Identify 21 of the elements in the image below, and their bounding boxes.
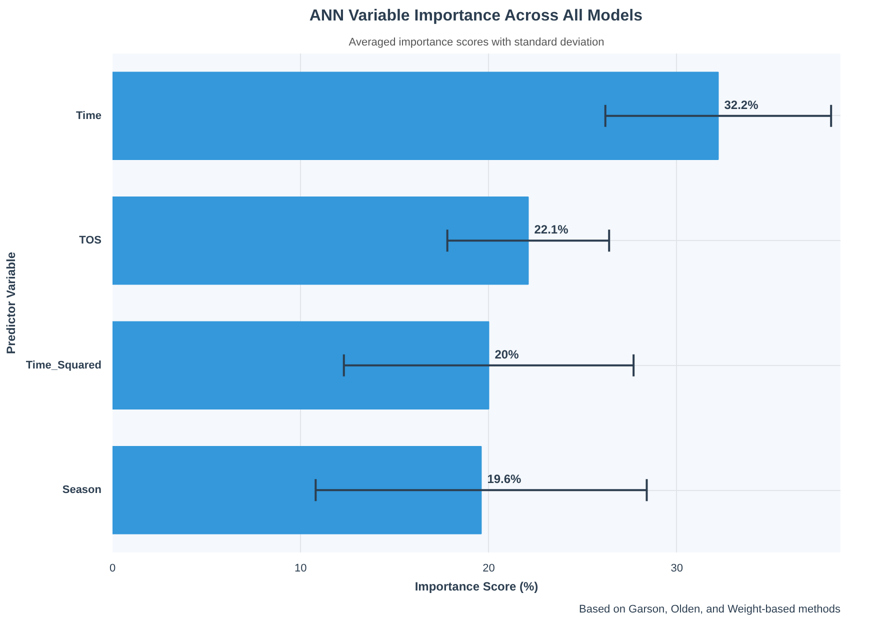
data-label: 32.2%	[724, 98, 759, 112]
bar	[112, 72, 719, 160]
y-tick-label: Time	[76, 110, 102, 122]
x-tick-label: 20	[482, 562, 495, 574]
data-label: 19.6%	[487, 472, 522, 486]
data-label: 22.1%	[534, 222, 569, 237]
data-label: 20%	[494, 347, 520, 362]
y-tick-label: Season	[62, 484, 102, 496]
bar	[112, 446, 482, 534]
chart-title: ANN Variable Importance Across All Models	[309, 8, 643, 24]
bar	[112, 321, 490, 410]
y-tick-label: TOS	[79, 234, 102, 247]
chart-subtitle: Averaged importance scores with standard deviation	[348, 36, 604, 48]
x-tick-label: 10	[294, 562, 307, 574]
x-tick-label: 30	[670, 562, 683, 574]
x-tick-label: 0	[109, 562, 116, 574]
y-axis-title: Predictor Variable	[4, 252, 18, 354]
y-tick-label: Time_Squared	[26, 359, 102, 372]
text: Based on Garson, Olden, and Weight-based methods	[578, 604, 841, 616]
bar	[112, 196, 529, 285]
x-axis-title: Importance Score (%)	[414, 580, 538, 594]
